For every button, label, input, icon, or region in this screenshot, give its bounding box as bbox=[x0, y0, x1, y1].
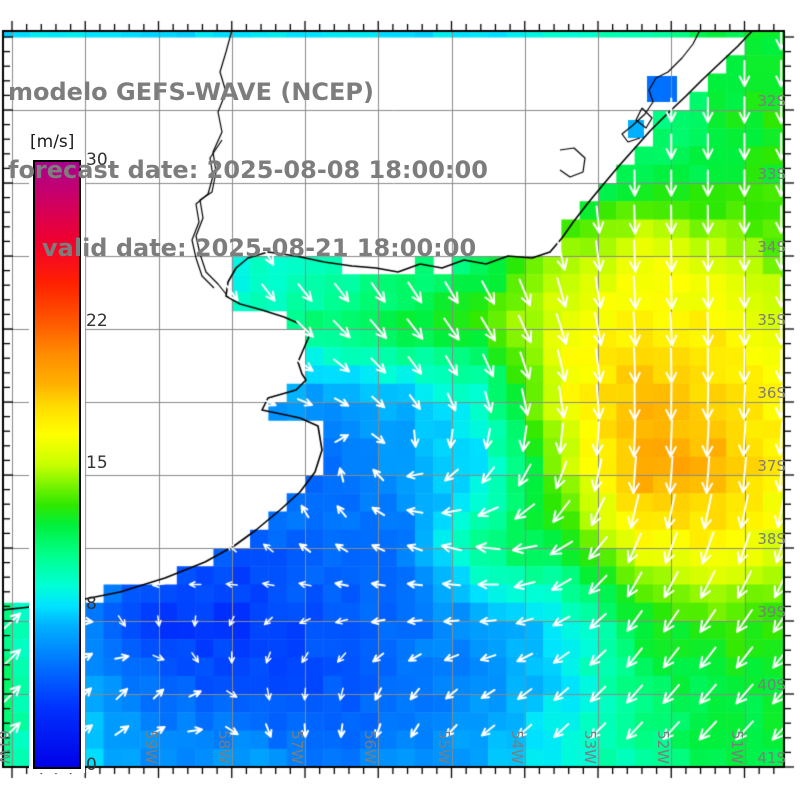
colorbar-tick-label: 30 bbox=[86, 150, 108, 170]
colorbar-tick-label: 15 bbox=[86, 452, 108, 473]
colorbar-tick-label: 0 bbox=[86, 755, 97, 775]
colorbar-unit-label: [m/s] bbox=[30, 132, 75, 152]
colorbar-tick-label: 8 bbox=[86, 593, 97, 614]
colorbar-gradient bbox=[33, 160, 81, 769]
colorbar-tick-label: 22 bbox=[86, 311, 108, 332]
